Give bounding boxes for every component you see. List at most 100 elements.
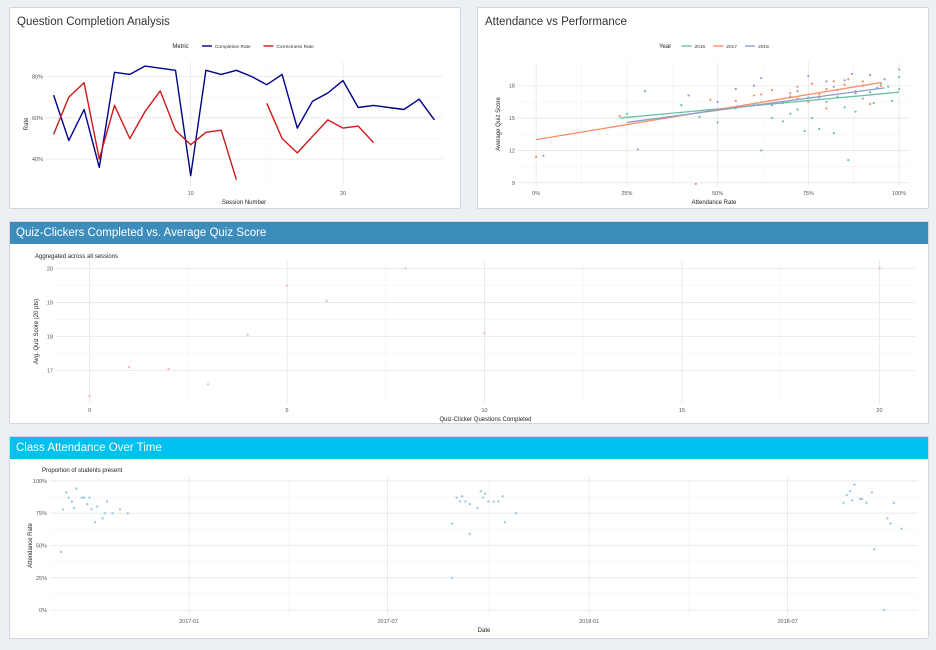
data-point [810, 82, 814, 85]
x-tick-label: 50% [712, 191, 723, 197]
data-point [860, 497, 864, 501]
legend-title: Year [659, 44, 671, 50]
x-axis-title: Attendance Rate [692, 200, 737, 206]
data-point [716, 100, 719, 103]
data-point [476, 506, 479, 510]
y-tick-label: 100% [33, 479, 47, 485]
data-point [861, 80, 864, 83]
data-point [118, 508, 122, 511]
data-point [868, 91, 872, 94]
data-point [770, 88, 774, 92]
data-point [483, 492, 487, 496]
data-point [770, 116, 774, 120]
legend-label: 2016 [695, 44, 706, 50]
data-point [483, 332, 486, 335]
data-point [325, 299, 328, 303]
data-point [853, 483, 856, 486]
x-tick-label: 0% [532, 191, 540, 197]
box-header: Class Attendance Over Time [10, 437, 928, 459]
box-title: Attendance vs Performance [485, 16, 627, 28]
data-point [789, 112, 792, 115]
data-point [882, 608, 886, 612]
data-point [734, 99, 737, 102]
data-point [95, 505, 99, 508]
data-point [851, 499, 854, 502]
data-point [82, 496, 86, 499]
data-point [535, 155, 538, 158]
data-point [70, 500, 74, 503]
data-point [497, 500, 500, 503]
data-point [825, 107, 828, 110]
box-title: Quiz-Clickers Completed vs. Average Quiz… [16, 227, 267, 239]
y-tick-label: 9 [512, 181, 515, 187]
legend-label: Completion Rate [215, 44, 251, 50]
data-point [796, 90, 799, 93]
question-completion-box: Question Completion Analysis 10 20 40% 60% 8… [9, 7, 461, 209]
data-point [825, 87, 828, 91]
data-point [687, 94, 690, 97]
data-point [61, 508, 65, 511]
data-point [111, 511, 114, 515]
x-axis-title: Date [478, 628, 491, 634]
data-point [818, 93, 821, 96]
data-point [898, 68, 901, 71]
data-point [88, 394, 91, 398]
data-point [803, 129, 806, 133]
x-tick-label: 75% [803, 191, 814, 197]
data-point [810, 116, 814, 120]
quiz-clickers-box: Quiz-Clickers Completed vs. Average Quiz… [9, 221, 929, 424]
data-point [847, 78, 850, 81]
data-point [451, 522, 454, 525]
y-axis-title: Avg. Quiz Score (20 pts) [34, 299, 40, 364]
data-point [872, 101, 875, 105]
data-point [67, 496, 70, 499]
data-point [886, 517, 889, 520]
data-point [850, 72, 854, 75]
attendance-performance-chart: 0% 25% 50% 75% 100% 9 12 15 18 Attendance Rate Ave… [496, 44, 910, 206]
data-point [868, 102, 872, 106]
chart-subtitle: Proportion of students present [42, 468, 123, 474]
data-point [464, 500, 467, 503]
data-point [126, 511, 130, 515]
x-tick-label: 2017-01 [179, 619, 199, 625]
y-tick-label: 17 [47, 369, 53, 375]
data-point [636, 148, 639, 151]
legend-label: 2017 [726, 44, 737, 50]
data-point [501, 495, 504, 498]
y-tick-label: 40% [32, 157, 43, 163]
data-point [694, 182, 697, 185]
completion-chart: 10 20 40% 60% 80% Session Number Rate Metric Com… [24, 44, 442, 206]
data-point [845, 493, 848, 497]
data-point [836, 95, 839, 98]
data-point [832, 132, 835, 135]
data-point [832, 80, 835, 83]
data-point [105, 500, 109, 503]
data-point [101, 517, 104, 520]
data-point [458, 500, 462, 503]
data-point [865, 501, 868, 505]
data-point [760, 93, 763, 96]
class-attendance-box: Class Attendance Over Time Proportion of… [9, 436, 929, 639]
data-point [847, 159, 850, 162]
data-point [618, 114, 621, 118]
y-axis-title: Average Quiz Score [496, 97, 502, 151]
data-point [167, 367, 170, 371]
y-tick-label: 80% [32, 74, 43, 80]
y-tick-label: 15 [509, 116, 515, 122]
data-point [807, 74, 810, 78]
data-point [90, 508, 93, 511]
data-point [734, 87, 737, 91]
data-point [246, 333, 249, 337]
attendance-performance-box: Attendance vs Performance 0% 25% 50% 75% 100… [477, 7, 929, 209]
data-point [832, 85, 835, 88]
data-point [716, 121, 719, 124]
data-point [468, 532, 471, 536]
data-point [843, 79, 846, 82]
series-line [52, 65, 435, 177]
data-point [848, 490, 852, 493]
data-point [93, 521, 97, 524]
data-point [643, 90, 647, 93]
data-point [479, 490, 482, 493]
y-tick-label: 19 [47, 301, 53, 307]
data-point [481, 496, 485, 499]
